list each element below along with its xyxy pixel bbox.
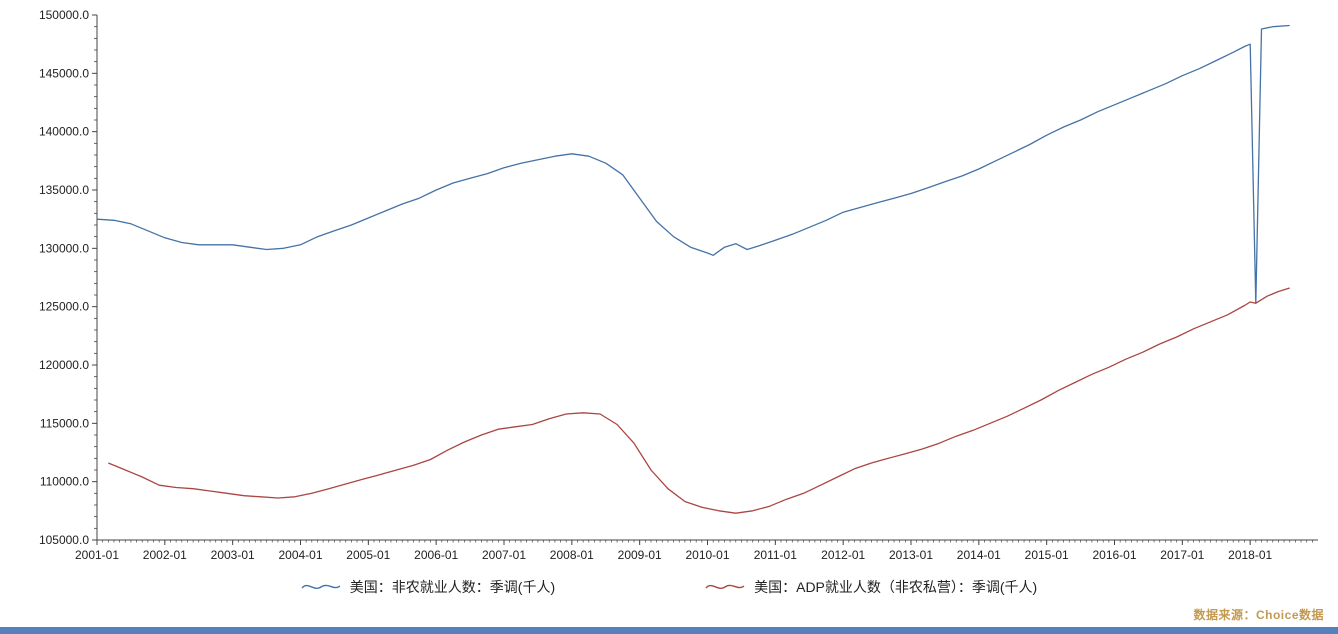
x-axis-tick-label: 2003-01: [211, 548, 255, 562]
series-line-0[interactable]: [96, 24, 1290, 304]
x-axis-tick-label: 2012-01: [821, 548, 865, 562]
y-axis-tick-label: 150000.0: [39, 8, 89, 22]
x-axis-tick-label: 2018-01: [1228, 548, 1272, 562]
x-axis-tick-label: 2007-01: [482, 548, 526, 562]
y-axis-tick-label: 135000.0: [39, 183, 89, 197]
x-axis-tick-label: 2013-01: [889, 548, 933, 562]
window-bottom-bar: [0, 627, 1338, 634]
legend-item-nonfarm-payrolls[interactable]: 美国：非农就业人数：季调(千人): [301, 577, 555, 597]
x-axis-tick-label: 2001-01: [75, 548, 119, 562]
payrolls-chart-canvas: 105000.0 110000.0 115000.0 120000.0 125000.0…: [39, 8, 1318, 562]
legend-line-sample: [301, 584, 341, 589]
axis-lines: [96, 15, 1318, 541]
chart-legend: 美国：非农就业人数：季调(千人) 美国：ADP就业人数（非农私营）：季调(千人): [0, 577, 1338, 597]
y-axis-tick-label: 110000.0: [40, 475, 89, 489]
legend-line-icon-blue: [301, 584, 341, 589]
x-axis-tick-label: 2011-01: [754, 548, 797, 562]
x-axis-tick-label: 2009-01: [618, 548, 662, 562]
x-axis-tick-label: 2008-01: [550, 548, 594, 562]
y-axis-tick-label: 125000.0: [39, 300, 89, 314]
series-line-1[interactable]: [108, 287, 1290, 514]
x-axis-tick-label: 2017-01: [1160, 548, 1204, 562]
legend-label-nonfarm: 美国：非农就业人数：季调(千人): [349, 579, 556, 595]
x-axis-tick-label: 2016-01: [1092, 548, 1136, 562]
x-axis-tick-label: 2014-01: [957, 548, 1001, 562]
y-axis-tick-label: 105000.0: [39, 533, 89, 547]
x-axis-tick-label: 2002-01: [143, 548, 187, 562]
legend-line-icon-red: [705, 584, 745, 589]
y-axis-tick-label: 130000.0: [39, 241, 89, 255]
x-axis-tick-label: 2010-01: [685, 548, 729, 562]
data-source-label: 数据来源：Choice数据: [1193, 608, 1324, 622]
y-axis-tick-label: 140000.0: [39, 125, 89, 139]
x-axis-tick-label: 2006-01: [414, 548, 458, 562]
x-axis-tick-label: 2004-01: [278, 548, 322, 562]
legend-line-sample: [705, 584, 745, 589]
y-axis-tick-label: 115000.0: [40, 416, 89, 430]
y-axis-tick-label: 145000.0: [39, 66, 89, 80]
x-axis-tick-label: 2015-01: [1025, 548, 1069, 562]
y-axis-tick-label: 120000.0: [39, 358, 89, 372]
legend-item-adp-employment[interactable]: 美国：ADP就业人数（非农私营）：季调(千人): [705, 577, 1037, 597]
x-axis-tick-label: 2005-01: [346, 548, 390, 562]
legend-label-adp: 美国：ADP就业人数（非农私营）：季调(千人): [754, 579, 1038, 595]
